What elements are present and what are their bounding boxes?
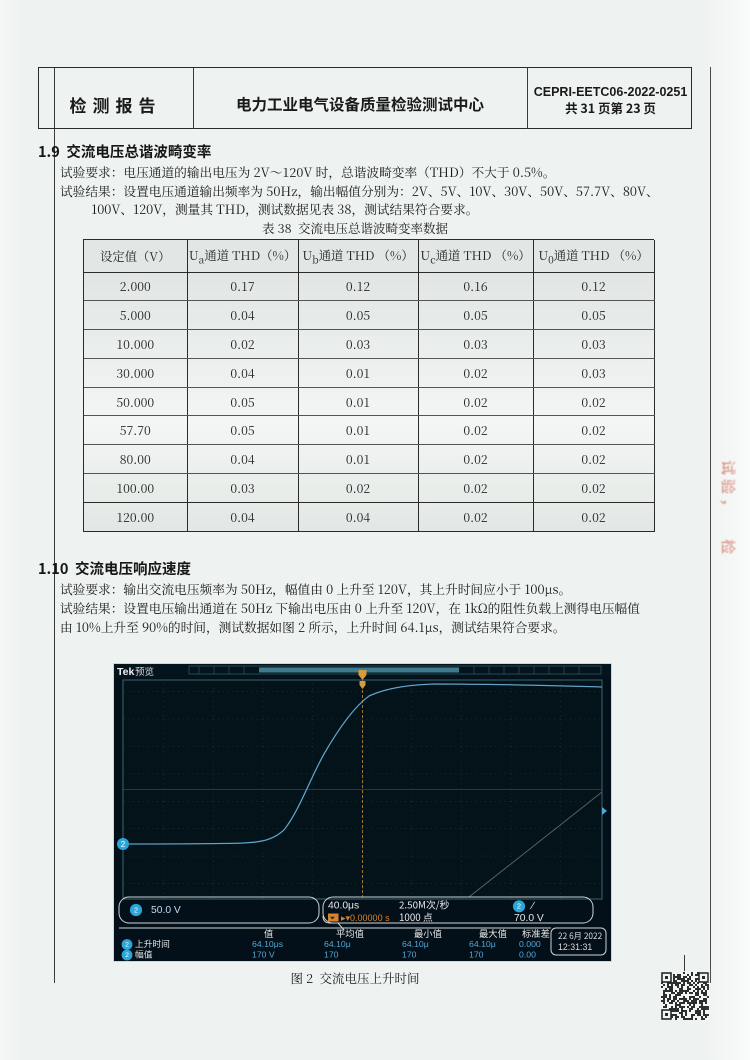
svg-text:70.0 V: 70.0 V <box>514 913 544 924</box>
svg-text:64.10μ: 64.10μ <box>324 939 351 949</box>
svg-text:1000 点: 1000 点 <box>399 910 433 924</box>
svg-text:64.10μ: 64.10μ <box>469 939 496 949</box>
svg-text:最小值: 最小值 <box>414 926 442 940</box>
svg-text:12:31:31: 12:31:31 <box>558 942 592 952</box>
svg-text:▸▾0.00000 s: ▸▾0.00000 s <box>341 913 390 923</box>
svg-text:170 V: 170 V <box>252 950 275 960</box>
svg-text:0.00: 0.00 <box>519 950 536 960</box>
svg-text:幅值: 幅值 <box>135 948 153 961</box>
svg-text:值: 值 <box>264 926 273 940</box>
svg-text:2: 2 <box>125 952 129 959</box>
svg-text:最大值: 最大值 <box>479 926 507 940</box>
svg-text:22 6月 2022: 22 6月 2022 <box>558 930 603 942</box>
svg-text:2: 2 <box>121 840 126 849</box>
svg-text:40.0μs: 40.0μs <box>328 901 359 912</box>
svg-text:预览: 预览 <box>135 664 154 678</box>
svg-text:0.000: 0.000 <box>519 939 541 949</box>
svg-text:平均值: 平均值 <box>336 926 364 940</box>
svg-text:170: 170 <box>469 950 484 960</box>
svg-text:170: 170 <box>324 950 339 960</box>
svg-text:2: 2 <box>517 902 521 911</box>
svg-text:64.10μ: 64.10μ <box>402 939 429 949</box>
svg-text:2: 2 <box>134 905 138 914</box>
svg-text:170: 170 <box>402 950 417 960</box>
svg-text:50.0 V: 50.0 V <box>151 905 181 916</box>
svg-text:Tek: Tek <box>117 666 134 678</box>
svg-text:2: 2 <box>125 942 129 949</box>
svg-text:标准差: 标准差 <box>522 926 550 940</box>
svg-text:64.10μs: 64.10μs <box>252 939 284 949</box>
